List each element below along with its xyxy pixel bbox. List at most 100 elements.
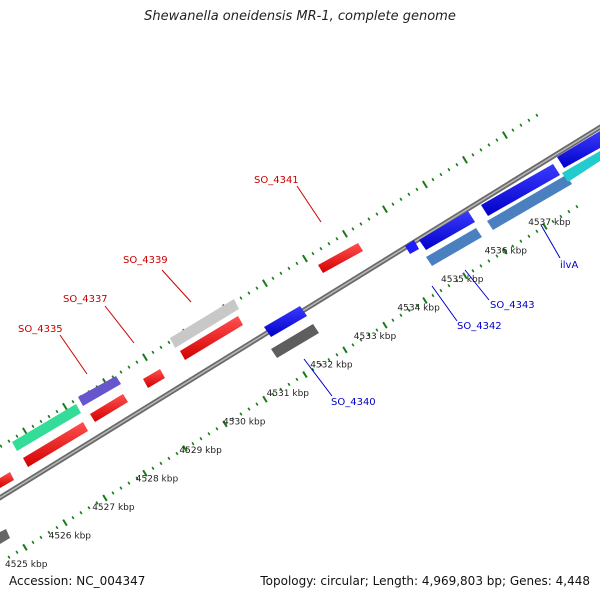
minor-tick [567,209,571,214]
scale-label: 4536 kbp [485,247,528,257]
feature-red-long[interactable] [23,422,88,467]
minor-tick [71,399,75,404]
minor-tick [135,360,139,364]
feature-so4343[interactable] [487,175,572,230]
minor-tick [335,353,339,357]
feature-blue-edge[interactable] [557,131,600,168]
label-so4337[interactable]: SO_4337 [63,294,108,305]
label-ilva[interactable]: ilvA [560,260,578,271]
major-tick [142,353,148,362]
minor-tick [311,367,315,372]
scale-label: 4526 kbp [49,532,92,542]
minor-tick [439,172,443,177]
major-tick [222,420,228,428]
minor-tick [287,266,291,271]
major-tick [302,371,308,379]
major-tick [262,279,268,288]
minor-tick [367,333,371,337]
major-tick [142,469,148,477]
feature-so4342b[interactable] [426,228,482,266]
minor-tick [167,340,171,345]
minor-tick [327,358,331,362]
scale-label: 4525 kbp [5,560,48,570]
scale-label: 4535 kbp [441,275,484,285]
minor-tick [191,441,195,446]
scale-label: 4532 kbp [310,361,353,371]
feature-so4335[interactable] [78,376,121,406]
feature-grey-so4340b[interactable] [271,324,319,358]
feature-ilva[interactable] [481,164,560,216]
minor-tick [415,303,419,308]
minor-tick [359,222,363,226]
minor-tick [215,427,219,431]
minor-tick [535,229,539,234]
feature-grey-so4338[interactable] [170,299,239,348]
label-so4340[interactable]: SO_4340 [331,397,376,408]
major-tick [62,519,68,527]
major-tick [22,543,28,551]
minor-tick [55,409,59,414]
major-tick [102,494,108,502]
feature-so4337[interactable] [143,369,165,388]
minor-tick [239,412,243,416]
feature-so4342[interactable] [419,211,475,250]
feature-so4341[interactable] [318,243,363,273]
scale-label: 4529 kbp [179,446,222,456]
minor-tick [255,286,259,290]
minor-tick [455,163,459,167]
label-so4335[interactable]: SO_4335 [18,324,63,335]
feature-grey-edge[interactable] [0,529,10,544]
minor-tick [551,219,555,224]
map-title: Shewanella oneidensis MR-1, complete gen… [144,9,456,24]
minor-tick [487,259,491,263]
scale-label: 4533 kbp [354,332,397,342]
feature-so4342-arrow[interactable] [405,240,419,254]
scale-label: 4527 kbp [92,503,135,513]
minor-tick [471,269,475,273]
minor-tick [511,128,515,132]
minor-tick [0,444,3,448]
feature-cyan[interactable] [562,151,600,182]
minor-tick [79,511,83,515]
minor-tick [271,276,275,280]
minor-tick [319,246,323,251]
scale-label: 4537 kbp [528,218,571,228]
minor-tick [391,318,395,322]
major-tick [461,155,468,164]
feature-teal[interactable] [12,404,81,451]
label-leaders [59,185,561,397]
minor-tick [175,451,179,456]
minor-tick [47,414,51,419]
major-tick [382,321,388,329]
inner-tick-ring [7,204,579,559]
gene-labels: SO_4341 SO_4339 SO_4337 SO_4335 SO_4340 … [18,175,578,408]
minor-tick [479,148,483,152]
major-tick [502,247,508,255]
minor-tick [287,382,291,387]
minor-tick [455,279,459,283]
feature-so4335b[interactable] [90,394,128,422]
major-tick [342,229,348,238]
minor-tick [495,254,499,258]
label-so4341[interactable]: SO_4341 [254,175,299,186]
minor-tick [575,204,579,209]
minor-tick [255,402,259,406]
minor-tick [399,197,403,201]
label-so4343[interactable]: SO_4343 [490,300,535,311]
major-tick [462,272,468,280]
feature-red-edge[interactable] [0,472,14,488]
feature-so4340[interactable] [264,306,307,337]
minor-tick [527,118,531,122]
minor-tick [391,202,395,206]
label-so4342[interactable]: SO_4342 [457,321,502,332]
major-tick [302,254,308,263]
feature-so4339[interactable] [180,316,243,360]
genome-stats-text: Topology: circular; Length: 4,969,803 bp… [260,574,590,588]
minor-tick [351,227,355,231]
minor-tick [127,481,131,485]
minor-tick [359,338,363,342]
minor-tick [375,212,379,216]
minor-tick [247,407,251,411]
label-so4339[interactable]: SO_4339 [123,255,168,266]
accession-text: Accession: NC_004347 [9,574,146,588]
